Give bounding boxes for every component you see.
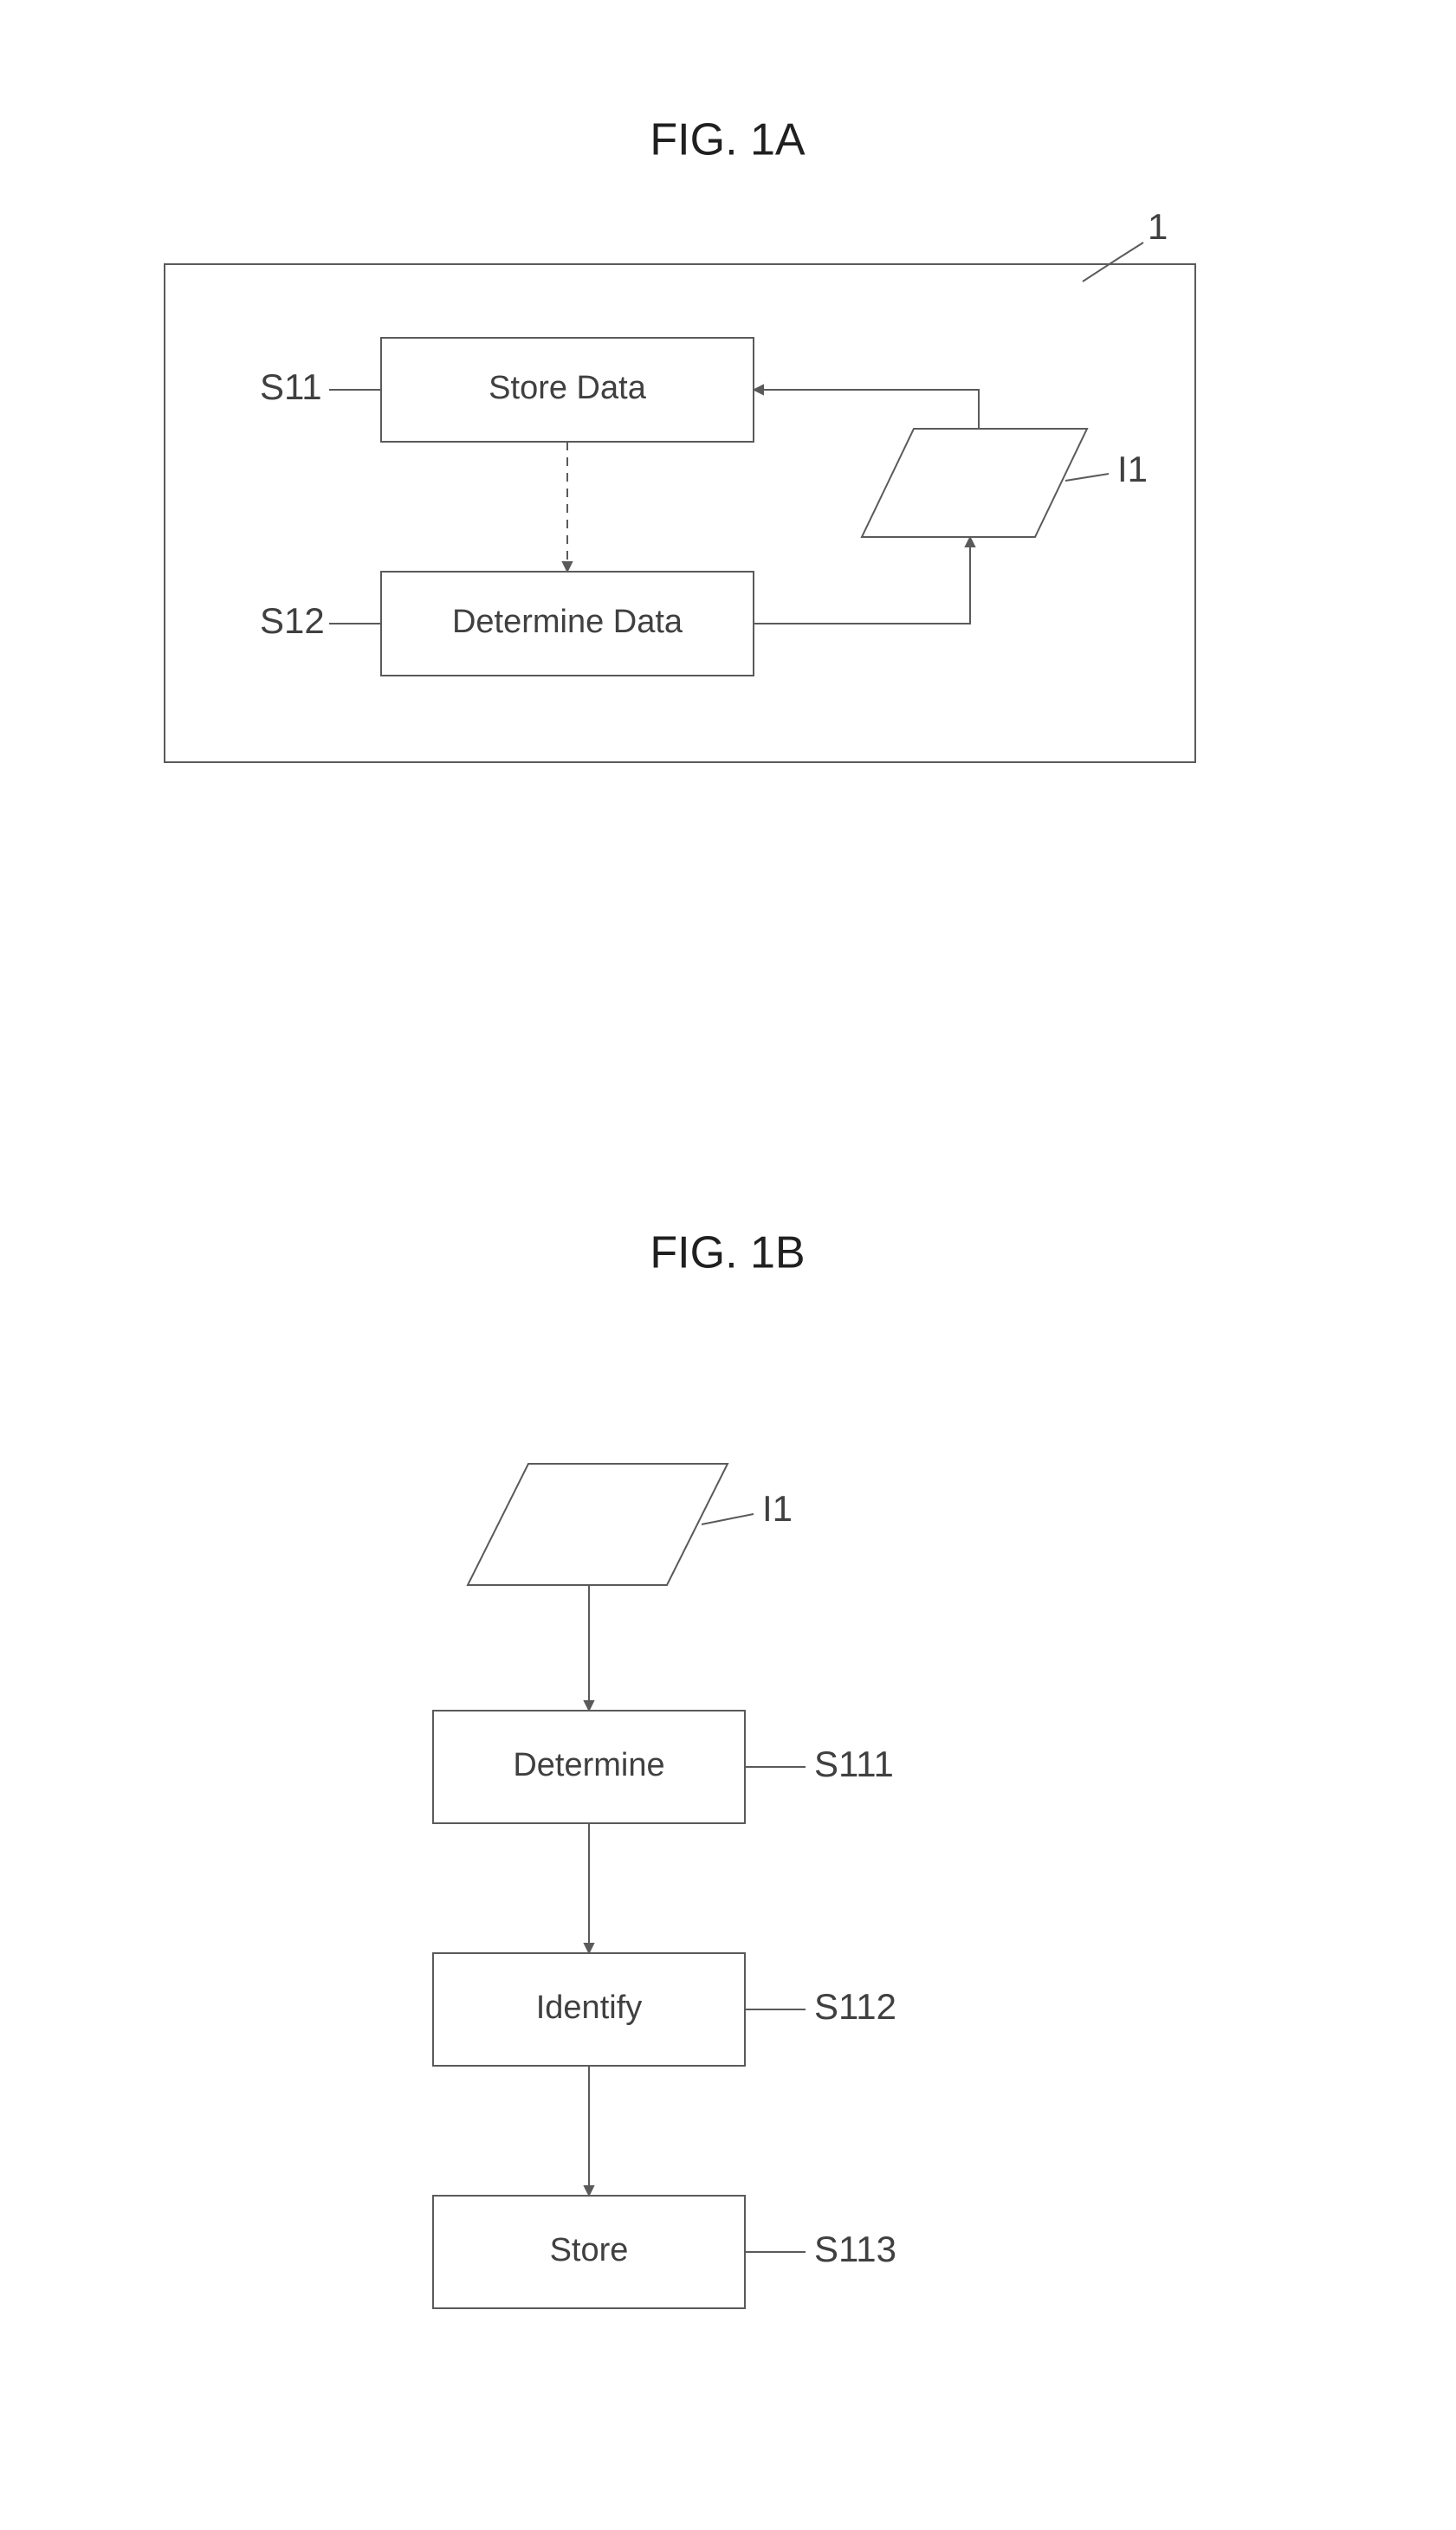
fig-b-s111-box-ref: S111 — [814, 1744, 894, 1784]
fig-b-i1-ref: I1 — [762, 1488, 793, 1529]
fig-b-s112-box-ref: S112 — [814, 1986, 896, 2027]
fig-a-s12-box-ref: S12 — [260, 600, 325, 641]
fig-a-s11-box-label: Store Data — [489, 370, 647, 406]
fig-a-container-ref: 1 — [1148, 206, 1168, 247]
fig-a-i1-ref: I1 — [1117, 449, 1148, 489]
fig-a-title: FIG. 1A — [650, 115, 805, 165]
fig-a-s12-box-label: Determine Data — [452, 604, 683, 640]
fig-b-s112-box-label: Identify — [536, 1990, 643, 2026]
fig-b-s111-box-label: Determine — [513, 1747, 664, 1783]
fig-a-s11-box-ref: S11 — [260, 366, 322, 407]
fig-b-title: FIG. 1B — [650, 1228, 805, 1278]
fig-b-s113-box-ref: S113 — [814, 2229, 896, 2269]
fig-b-s113-box-label: Store — [550, 2232, 629, 2268]
fig-b-i1-parallelogram — [468, 1464, 728, 1585]
